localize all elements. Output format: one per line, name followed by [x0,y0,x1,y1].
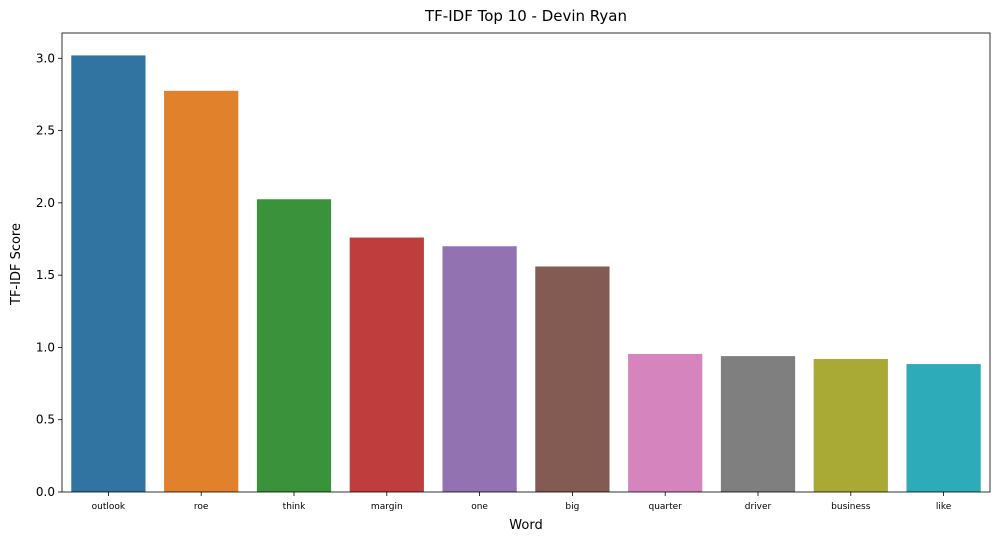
x-tick-label-roe: roe [194,502,209,512]
y-axis: 0.0 0.5 1.0 1.5 2.0 2.5 3.0 [36,51,62,499]
y-tick-label: 3.0 [36,51,55,65]
y-tick-label: 1.0 [36,340,55,354]
bar-quarter [628,353,703,492]
chart-title: TF-IDF Top 10 - Devin Ryan [424,7,627,25]
plot-area [61,32,991,493]
x-tick-label-driver: driver [745,502,772,512]
bar-margin [349,237,424,492]
x-axis: outlook roe think margin one big quarter driver… [92,492,952,512]
x-tick-label-like: like [936,502,952,512]
x-tick-label-quarter: quarter [648,502,682,512]
bar-like [906,364,981,492]
axes-frame [61,32,991,493]
x-axis-label: Word [509,518,542,533]
x-tick-label-margin: margin [371,502,403,512]
x-tick-label-big: big [565,502,579,512]
bar-driver [720,356,796,492]
bar-business [813,359,888,492]
x-tick-label-one: one [471,502,488,512]
y-tick-label: 2.0 [36,196,55,210]
x-tick-label-outlook: outlook [92,502,126,512]
y-tick-label: 1.5 [36,268,55,282]
y-tick-label: 0.0 [36,485,55,499]
y-tick-label: 2.5 [36,124,55,138]
bar-big [535,266,610,492]
y-tick-label: 0.5 [36,413,55,427]
x-tick-label-business: business [831,502,871,512]
bar-outlook [71,55,146,492]
bar-think [256,199,332,492]
x-tick-label-think: think [283,502,306,512]
bar-roe [164,90,239,492]
bar-one [442,246,517,492]
y-axis-label: TF-IDF Score [9,223,24,306]
